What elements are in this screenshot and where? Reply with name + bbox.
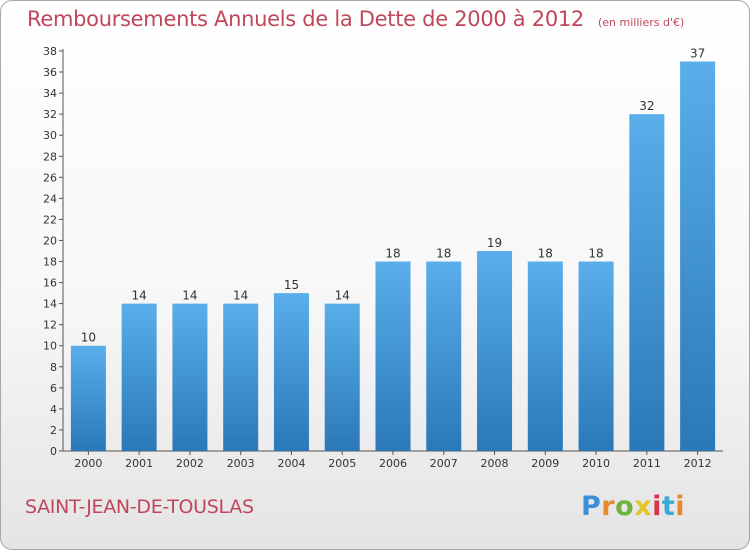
bar: [70, 345, 106, 451]
data-label: 19: [487, 236, 502, 250]
x-tick-label: 2009: [531, 457, 559, 470]
data-label: 14: [233, 289, 248, 303]
y-tick-label: 20: [43, 234, 57, 247]
logo-letter: i: [652, 491, 662, 522]
y-tick-label: 38: [43, 45, 57, 58]
bar: [629, 114, 665, 451]
x-tick-label: 2005: [328, 457, 356, 470]
data-label: 14: [182, 289, 197, 303]
logo-letter: i: [675, 491, 686, 522]
bar: [426, 261, 462, 451]
y-tick-label: 36: [43, 66, 57, 79]
unit-label: (en milliers d'€): [598, 16, 685, 29]
logo-letter: P: [581, 491, 602, 522]
x-tick-label: 2011: [633, 457, 661, 470]
y-tick-label: 2: [50, 424, 57, 437]
x-tick-label: 2007: [430, 457, 458, 470]
x-tick-label: 2006: [379, 457, 407, 470]
y-tick-label: 4: [50, 403, 57, 416]
bar: [172, 303, 208, 451]
y-tick-label: 24: [43, 192, 57, 205]
data-label: 18: [538, 247, 553, 261]
x-tick-label: 2004: [277, 457, 305, 470]
y-tick-label: 14: [43, 298, 57, 311]
y-tick-label: 12: [43, 319, 57, 332]
y-tick-label: 6: [50, 382, 57, 395]
x-tick-label: 2000: [74, 457, 102, 470]
x-tick-label: 2008: [481, 457, 509, 470]
bar: [324, 303, 360, 451]
logo-letter: x: [634, 491, 653, 522]
y-tick-label: 18: [43, 256, 57, 269]
bar: [273, 293, 309, 451]
data-label: 14: [132, 289, 147, 303]
bar: [477, 251, 513, 451]
data-label: 37: [690, 47, 705, 61]
y-tick-label: 28: [43, 150, 57, 163]
y-tick-label: 16: [43, 277, 57, 290]
y-tick-label: 10: [43, 340, 57, 353]
x-tick-label: 2010: [582, 457, 610, 470]
data-label: 15: [284, 278, 299, 292]
data-label: 18: [588, 247, 603, 261]
title-text: Remboursements Annuels de la Dette de 20…: [27, 7, 584, 31]
proxiti-logo[interactable]: Proxiti: [581, 491, 685, 522]
bar: [578, 261, 614, 451]
data-label: 14: [335, 289, 350, 303]
x-tick-label: 2001: [125, 457, 153, 470]
y-tick-label: 8: [50, 361, 57, 374]
commune-name: SAINT-JEAN-DE-TOUSLAS: [25, 496, 254, 518]
x-tick-label: 2003: [227, 457, 255, 470]
y-tick-label: 30: [43, 129, 57, 142]
bar: [223, 303, 259, 451]
bar: [527, 261, 563, 451]
y-tick-label: 34: [43, 87, 57, 100]
logo-letter: t: [661, 491, 676, 522]
x-tick-label: 2002: [176, 457, 204, 470]
bar: [375, 261, 411, 451]
bar: [121, 303, 157, 451]
data-label: 32: [639, 99, 654, 113]
chart-title: Remboursements Annuels de la Dette de 20…: [27, 7, 684, 31]
logo-letter: o: [615, 491, 635, 522]
logo-letter: r: [601, 491, 616, 522]
y-tick-label: 32: [43, 108, 57, 121]
y-tick-label: 26: [43, 171, 57, 184]
y-tick-label: 22: [43, 213, 57, 226]
data-label: 10: [81, 331, 96, 345]
bar: [680, 61, 716, 452]
y-tick-label: 0: [50, 445, 57, 458]
data-label: 18: [436, 247, 451, 261]
x-tick-label: 2012: [684, 457, 712, 470]
data-label: 18: [385, 247, 400, 261]
